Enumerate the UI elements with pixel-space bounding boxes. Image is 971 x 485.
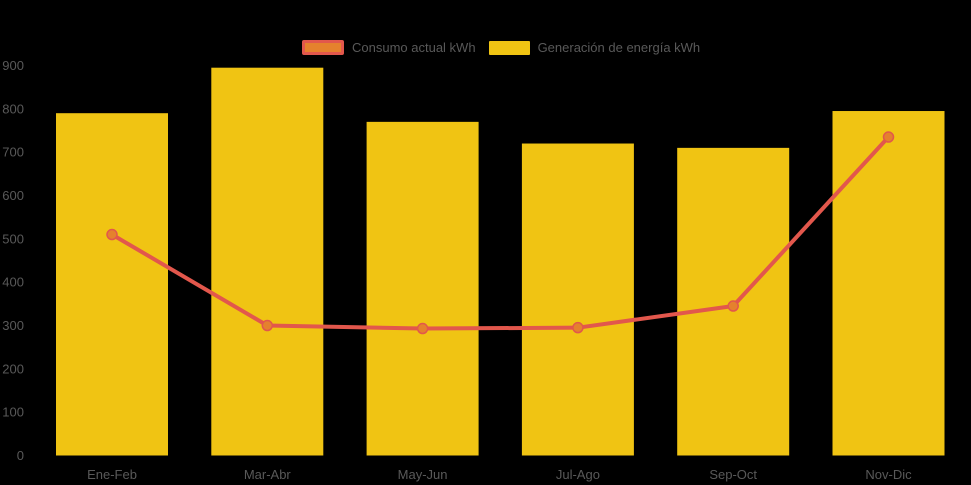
generation-bar[interactable]	[521, 143, 634, 456]
consumption-point[interactable]	[261, 319, 274, 332]
y-axis-tick-label: 700	[2, 145, 24, 160]
consumption-point[interactable]	[572, 321, 584, 334]
legend-label-generacion: Generación de energía kWh	[537, 40, 701, 55]
x-axis-category-label: Nov-Dic	[865, 467, 912, 482]
y-axis-tick-label: 900	[2, 58, 24, 73]
generation-bar[interactable]	[366, 121, 479, 456]
x-axis-category-label: Mar-Abr	[244, 467, 292, 482]
y-axis-tick-label: 100	[2, 405, 24, 420]
generation-bar[interactable]	[211, 67, 324, 456]
consumption-point[interactable]	[882, 131, 895, 143]
generation-bar[interactable]	[832, 111, 945, 456]
consumption-point[interactable]	[727, 300, 739, 312]
consumption-line	[110, 135, 891, 331]
legend-item-consumo[interactable]: Consumo actual kWh	[302, 40, 476, 55]
consumption-point[interactable]	[106, 228, 118, 241]
y-axis-tick-label: 200	[2, 361, 24, 376]
x-axis-category-label: Jul-Ago	[556, 467, 600, 482]
consumo-line-swatch-icon	[302, 40, 344, 55]
x-axis-category-label: May-Jun	[398, 467, 448, 482]
y-axis-tick-label: 600	[2, 188, 24, 203]
generation-bar[interactable]	[56, 113, 168, 456]
legend-label-consumo: Consumo actual kWh	[352, 40, 476, 55]
y-axis-tick-label: 300	[2, 318, 24, 333]
chart-legend: Consumo actual kWh Generación de energía…	[302, 40, 700, 55]
legend-item-generacion[interactable]: Generación de energía kWh	[488, 40, 701, 55]
consumption-point[interactable]	[416, 322, 429, 335]
y-axis-tick-label: 0	[17, 448, 24, 463]
x-axis-category-label: Ene-Feb	[87, 467, 137, 482]
x-axis-category-label: Sep-Oct	[709, 467, 757, 482]
generacion-bar-swatch-icon	[488, 40, 530, 55]
y-axis-tick-label: 500	[2, 231, 24, 246]
y-axis-tick-label: 800	[2, 101, 24, 116]
y-axis-tick-label: 400	[2, 275, 24, 290]
